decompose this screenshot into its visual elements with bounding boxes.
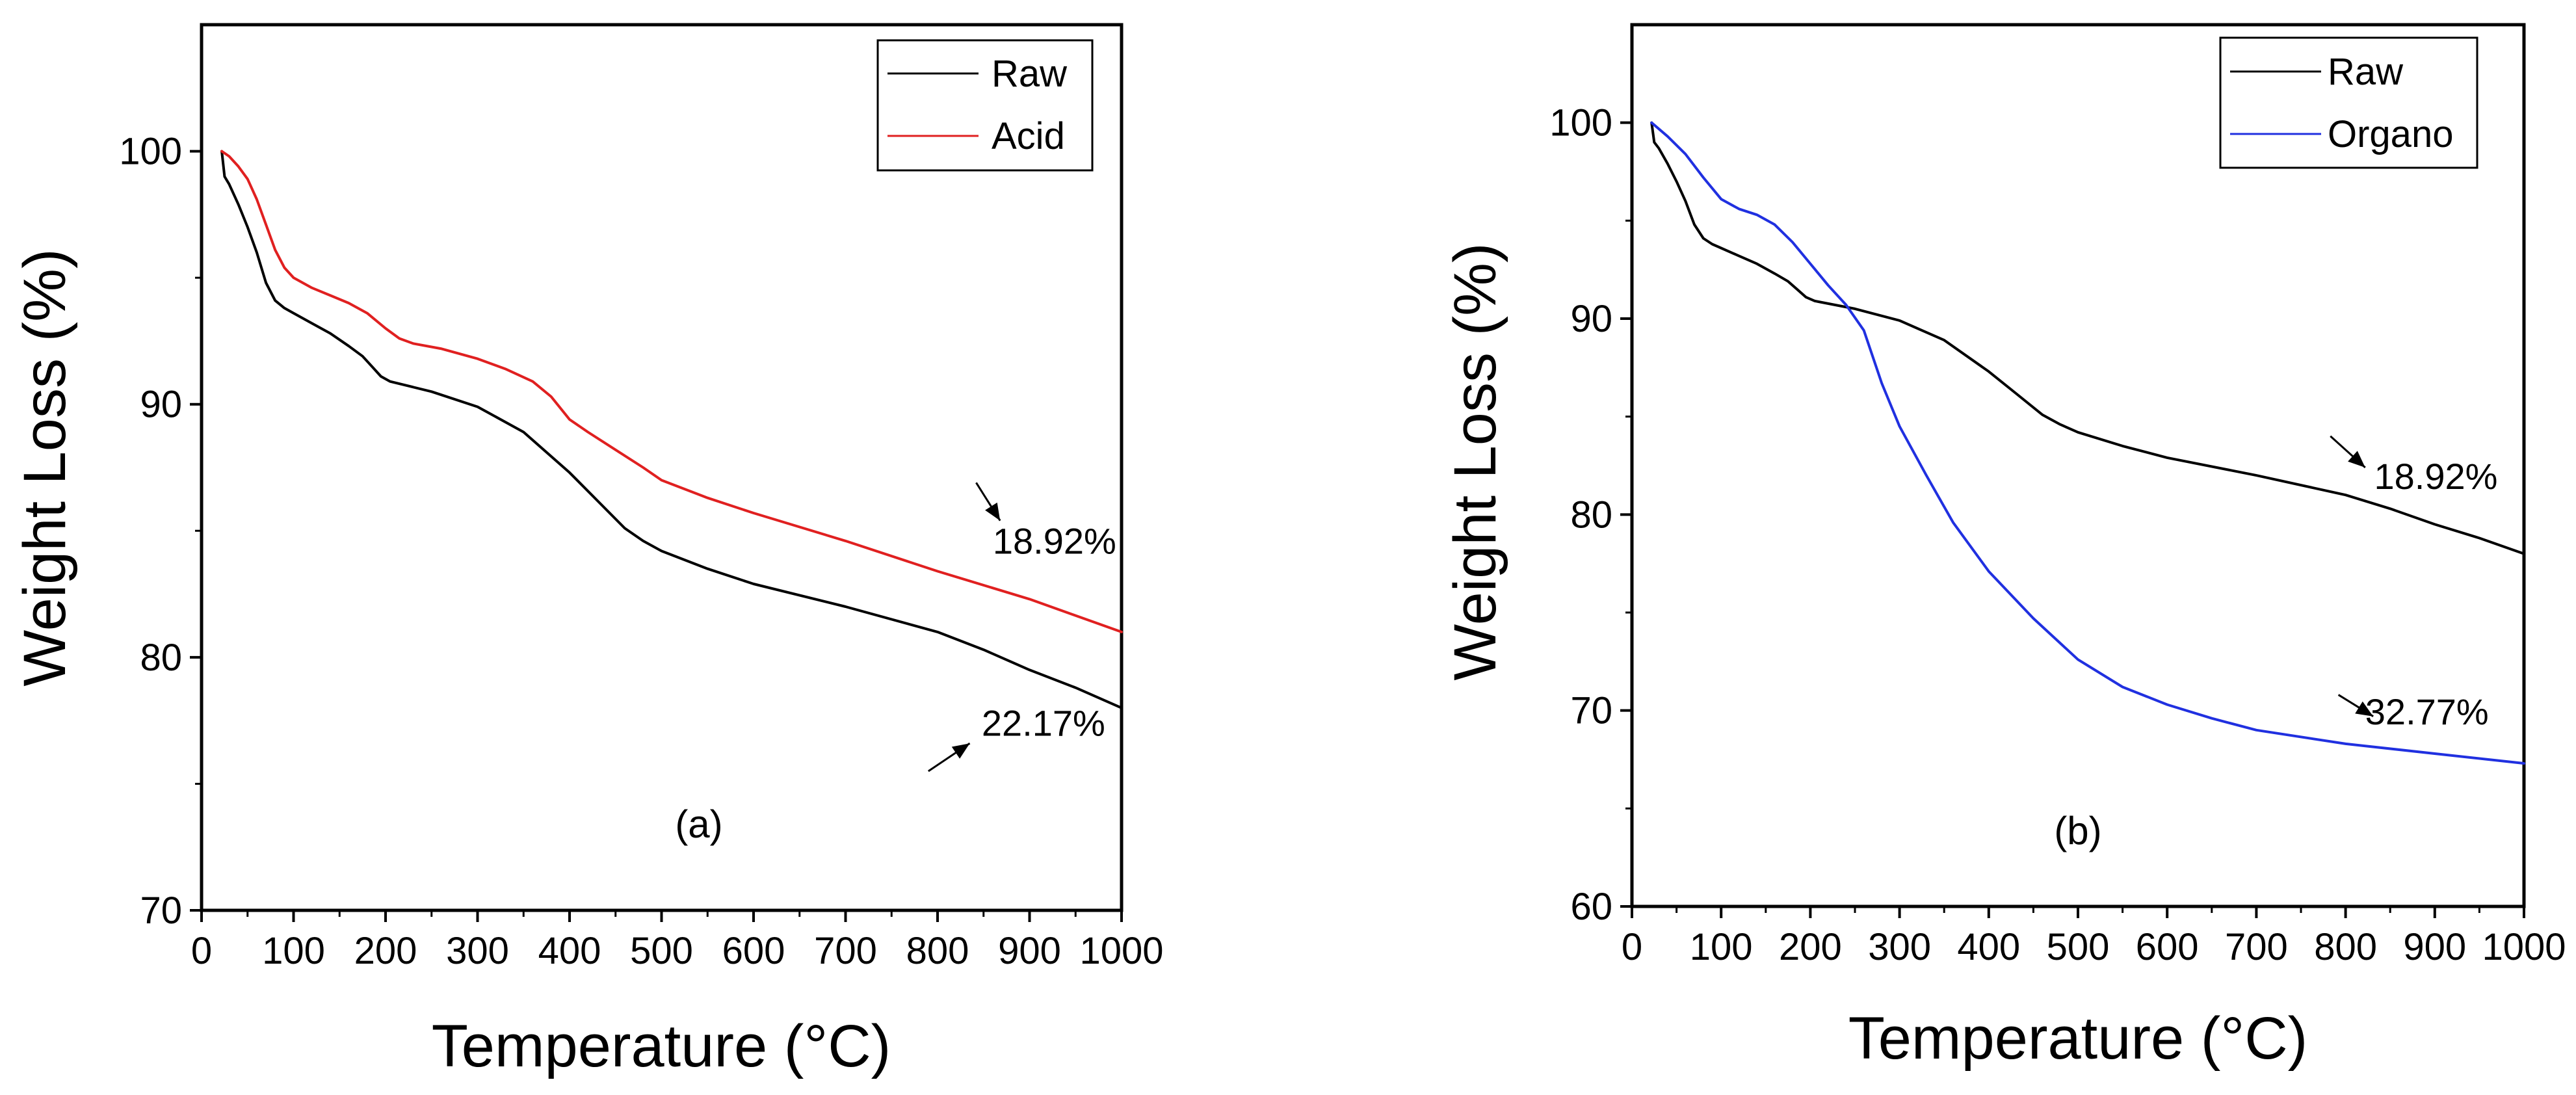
x-tick-label-b-400: 400 [1957,926,2020,968]
series-line-b-organo [1650,121,2525,765]
x-tick-label-a-900: 900 [998,930,1061,972]
x-axis-b: 0 100 200 300 400 500 600 700 800 900 1000 [1622,906,2566,968]
x-tick-label-b-100: 100 [1690,926,1753,968]
x-axis-title-a: Temperature (°C) [432,1013,891,1079]
x-tick-label-a-500: 500 [630,930,693,972]
series-line-a-raw [220,150,1123,709]
chart-panel-a: 0 100 200 300 400 500 600 700 800 900 1000 70 80 90 1… [12,23,1164,1079]
series-line-b-raw [1650,121,2525,555]
x-tick-label-a-300: 300 [446,930,509,972]
x-tick-label-a-800: 800 [906,930,969,972]
annotation-arrowhead-b-0 [2348,451,2365,468]
x-tick-label-b-800: 800 [2314,926,2377,968]
annotations-b: 18.92% 32.77% [2330,435,2498,732]
annotation-label-a-1: 22.17% [982,702,1105,743]
y-axis-title-b: Weight Loss (%) [1442,243,1508,680]
x-axis-a: 0 100 200 300 400 500 600 700 800 900 1000 [191,910,1164,972]
legend-box-a [876,39,1094,172]
x-axis-title-b: Temperature (°C) [1848,1005,2308,1072]
x-tick-label-a-700: 700 [814,930,877,972]
legend-box-b [2219,36,2478,169]
legend-label-raw: Raw [992,53,1068,95]
y-tick-label-a-80: 80 [140,637,182,679]
panel-label-a: (a) [675,802,722,846]
annotation-arrowhead-a-0 [985,502,1001,521]
y-tick-label-b-70: 70 [1570,690,1612,732]
x-tick-label-b-500: 500 [2047,926,2110,968]
x-tick-label-b-0: 0 [1622,926,1642,968]
legend-b: Raw Organo [2219,36,2478,169]
y-axis-title-a: Weight Loss (%) [12,248,78,686]
y-tick-label-a-90: 90 [140,384,182,426]
y-tick-label-a-100: 100 [119,131,182,173]
legend-label-organo: Organo [2328,113,2453,155]
series-layer-a [220,150,1123,709]
x-tick-label-a-1000: 1000 [1079,930,1163,972]
annotation-arrowhead-b-1 [2355,701,2374,717]
legend-label-acid: Acid [992,115,1065,157]
y-tick-label-b-60: 60 [1570,886,1612,928]
y-axis-a: 70 80 90 100 [119,131,202,932]
annotation-label-a-0: 18.92% [993,520,1116,561]
series-layer-b [1650,121,2525,765]
x-tick-label-b-600: 600 [2136,926,2199,968]
annotation-label-b-1: 32.77% [2365,691,2489,732]
x-tick-label-a-400: 400 [538,930,601,972]
y-tick-label-b-100: 100 [1549,102,1612,144]
x-tick-label-b-900: 900 [2403,926,2466,968]
x-tick-label-a-0: 0 [191,930,212,972]
annotations-a: 18.92% 22.17% [928,482,1116,772]
annotation-arrowhead-a-1 [951,743,970,759]
x-tick-label-b-1000: 1000 [2482,926,2566,968]
x-tick-label-b-700: 700 [2225,926,2288,968]
x-tick-label-b-300: 300 [1868,926,1931,968]
panel-label-b: (b) [2054,809,2101,852]
x-tick-label-b-200: 200 [1779,926,1842,968]
series-line-a-acid [220,150,1123,633]
y-tick-label-a-70: 70 [140,890,182,932]
y-axis-b: 60 70 80 90 100 [1549,102,1632,928]
x-tick-label-a-600: 600 [722,930,785,972]
x-tick-label-a-100: 100 [262,930,325,972]
y-tick-label-b-90: 90 [1570,298,1612,340]
legend-a: Raw Acid [876,39,1094,172]
annotation-label-b-0: 18.92% [2374,456,2498,497]
x-tick-label-a-200: 200 [354,930,417,972]
y-tick-label-b-80: 80 [1570,494,1612,536]
chart-panel-b: 0 100 200 300 400 500 600 700 800 900 1000 60 70 80 9… [1442,23,2566,1072]
legend-label-raw-b: Raw [2328,51,2404,93]
